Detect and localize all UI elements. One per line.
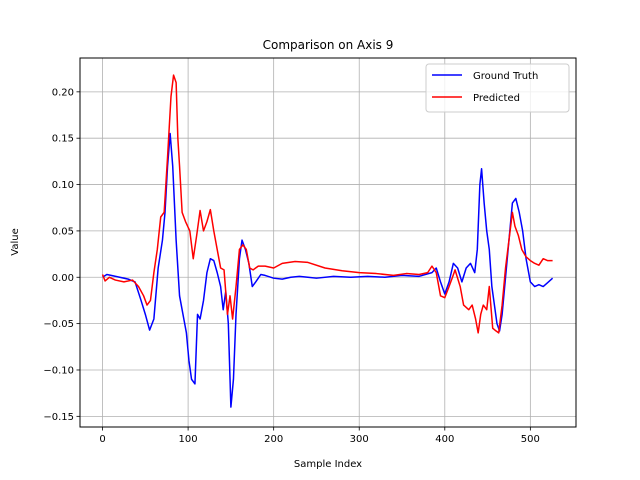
legend-label-predicted: Predicted [473, 93, 520, 104]
x-tick-label: 100 [179, 434, 198, 445]
y-tick-label: 0.10 [52, 180, 74, 191]
series-lines [101, 74, 554, 408]
y-axis-label: Value [10, 228, 21, 255]
x-tick-label: 500 [521, 434, 540, 445]
plot-area [80, 58, 576, 427]
x-tick-label: 400 [435, 434, 454, 445]
ticks: 0 100 200 300 400 500 −0.15 −0.10 −0.05 0.00 0.05 0… [43, 87, 540, 445]
chart-title: Comparison on Axis 9 [263, 38, 394, 52]
series-line-ground-truth [102, 132, 554, 408]
y-tick-label: 0.15 [52, 134, 74, 145]
y-tick-label: 0.00 [52, 273, 74, 284]
y-tick-label: 0.20 [52, 87, 74, 98]
y-tick-label: 0.05 [52, 226, 74, 237]
y-tick-label: −0.05 [43, 319, 74, 330]
x-tick-label: 0 [99, 434, 105, 445]
x-axis-label: Sample Index [294, 459, 362, 470]
y-tick-label: −0.15 [43, 412, 74, 423]
x-tick-label: 300 [350, 434, 369, 445]
series-line-predicted [101, 74, 553, 334]
plot-frame [79, 57, 577, 428]
legend-label-ground-truth: Ground Truth [473, 71, 538, 82]
legend-box [425, 63, 570, 113]
y-tick-label: −0.10 [43, 365, 74, 376]
x-tick-label: 200 [264, 434, 283, 445]
legend: Ground Truth Predicted [425, 63, 570, 113]
